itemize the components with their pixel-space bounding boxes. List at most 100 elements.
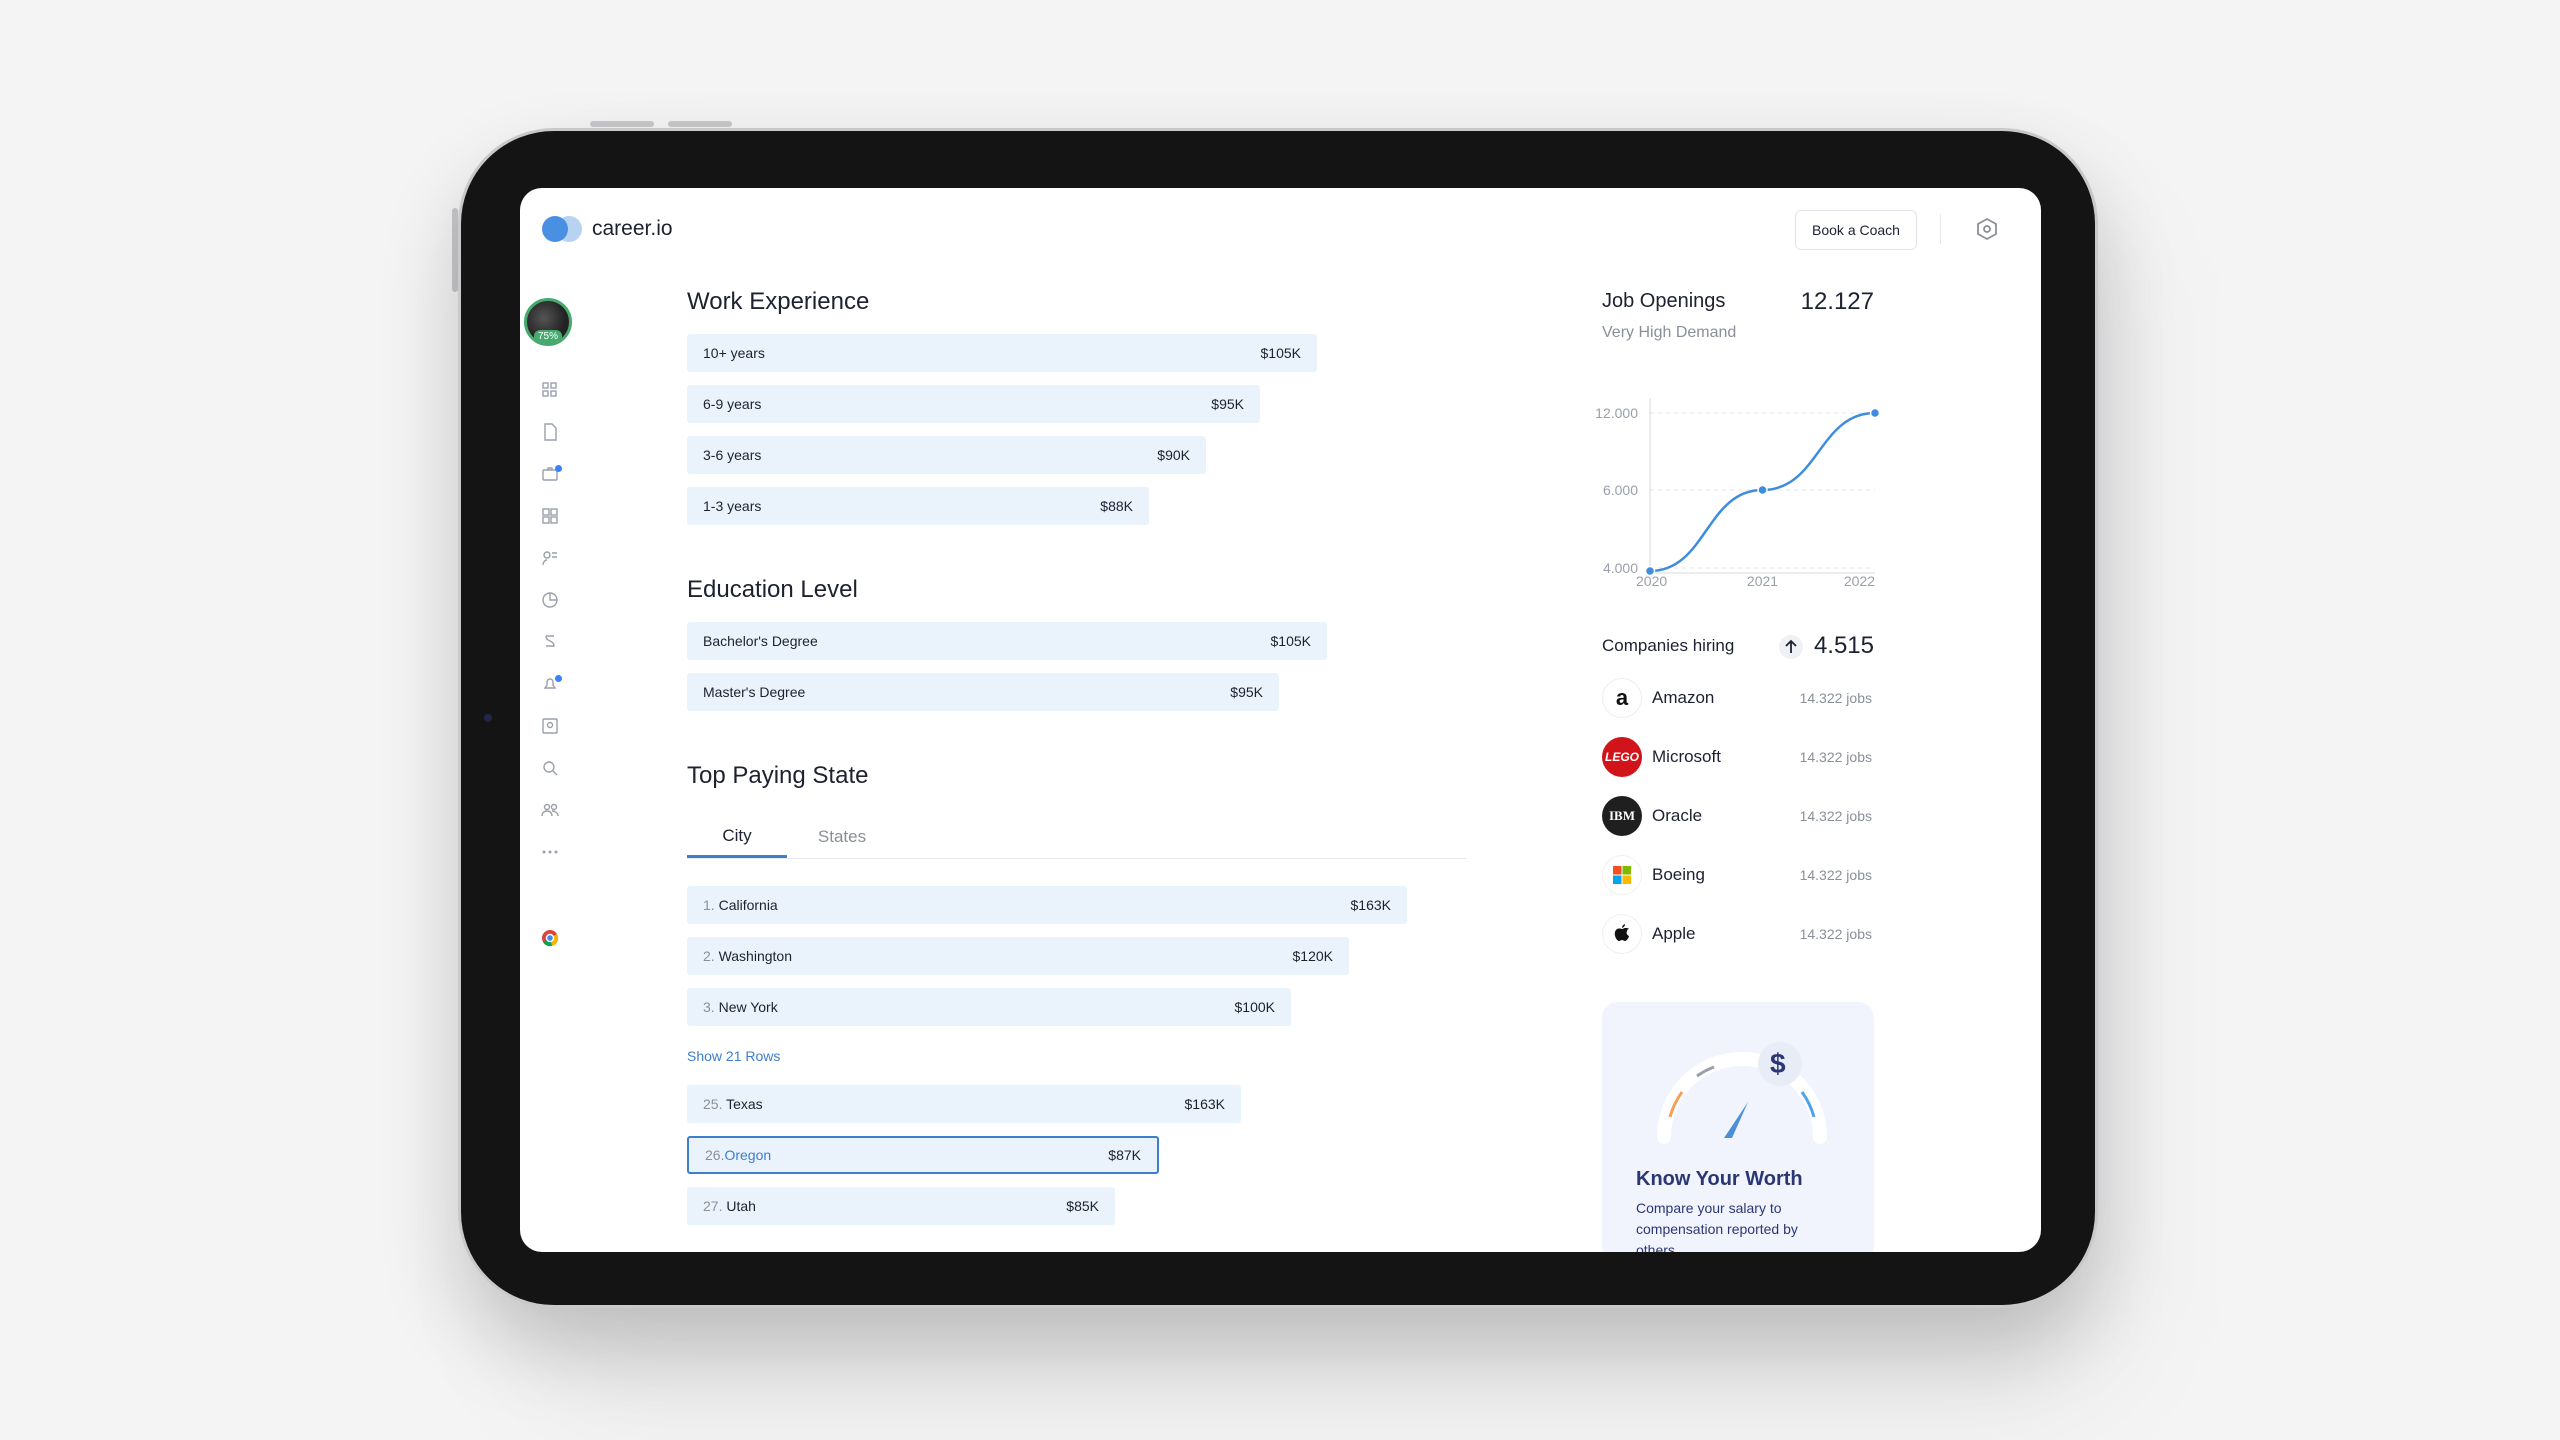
camera bbox=[484, 714, 492, 722]
row-label: 3-6 years bbox=[703, 447, 762, 463]
education-level-title: Education Level bbox=[687, 576, 858, 603]
education-row: Bachelor's Degree $105K bbox=[687, 622, 1327, 660]
document-icon[interactable] bbox=[540, 422, 560, 442]
company-row[interactable]: IBM Oracle 14.322 jobs bbox=[1602, 796, 1872, 836]
state-row[interactable]: 3. New York $100K bbox=[687, 988, 1291, 1026]
row-label: 6-9 years bbox=[703, 396, 762, 412]
worth-description: Compare your salary to compensation repo… bbox=[1636, 1200, 1798, 1252]
company-name: Apple bbox=[1652, 924, 1696, 943]
row-value: $95K bbox=[1230, 684, 1263, 700]
row-label: Bachelor's Degree bbox=[703, 633, 818, 649]
companies-hiring-title: Companies hiring bbox=[1602, 636, 1735, 655]
row-value: $88K bbox=[1100, 498, 1133, 514]
company-name: Microsoft bbox=[1652, 747, 1721, 766]
company-name: Oracle bbox=[1652, 806, 1703, 825]
experience-row: 10+ years $105K bbox=[687, 334, 1317, 372]
logo-text: career.io bbox=[592, 217, 673, 240]
row-label: Texas bbox=[726, 1096, 763, 1112]
top-paying-state-title: Top Paying State bbox=[687, 762, 869, 789]
row-label: 10+ years bbox=[703, 345, 765, 361]
tab-states[interactable]: States bbox=[817, 827, 867, 846]
row-rank: 2. bbox=[703, 948, 715, 964]
chart-y-tick-label: 6.000 bbox=[1603, 482, 1638, 498]
chrome-icon[interactable] bbox=[540, 928, 560, 948]
briefcase-icon[interactable] bbox=[540, 464, 560, 484]
grid-icon[interactable] bbox=[540, 506, 560, 526]
company-row[interactable]: Apple 14.322 jobs bbox=[1602, 914, 1872, 954]
know-your-worth-card[interactable]: $ Know Your Worth Compare your salary to… bbox=[1602, 1002, 1874, 1252]
row-value: $105K bbox=[1270, 633, 1311, 649]
experience-row: 1-3 years $88K bbox=[687, 487, 1149, 525]
search-icon[interactable] bbox=[540, 758, 560, 778]
work-experience-title: Work Experience bbox=[687, 288, 870, 315]
power-button bbox=[452, 208, 458, 292]
state-row[interactable]: 1. California $163K bbox=[687, 886, 1407, 924]
chart-pie-icon[interactable] bbox=[540, 590, 560, 610]
notifications-icon[interactable] bbox=[540, 674, 560, 694]
education-row: Master's Degree $95K bbox=[687, 673, 1279, 711]
company-jobs: 14.322 jobs bbox=[1799, 808, 1872, 824]
chart-x-tick-label: 2021 bbox=[1747, 573, 1778, 588]
row-rank: 25. bbox=[703, 1096, 723, 1112]
dollar-icon: $ bbox=[1770, 1048, 1786, 1079]
arrow-up-icon bbox=[1779, 635, 1803, 659]
coaching-icon[interactable] bbox=[540, 548, 560, 568]
show-rows-link[interactable]: Show 21 Rows bbox=[687, 1048, 781, 1064]
row-label: Master's Degree bbox=[703, 684, 806, 700]
logo-mark-icon bbox=[542, 216, 582, 242]
chart-data-point bbox=[1869, 407, 1881, 419]
state-row[interactable]: 27. Utah $85K bbox=[687, 1187, 1115, 1225]
chart-y-tick-label: 12.000 bbox=[1595, 405, 1638, 421]
more-icon[interactable] bbox=[540, 842, 560, 862]
row-value: $87K bbox=[1108, 1147, 1141, 1163]
salary-icon[interactable] bbox=[540, 632, 560, 652]
state-row[interactable]: 2. Washington $120K bbox=[687, 937, 1349, 975]
company-row[interactable]: LEGO Microsoft 14.322 jobs bbox=[1602, 737, 1872, 777]
tab-city[interactable]: City bbox=[687, 816, 787, 858]
job-openings-title: Job Openings bbox=[1602, 290, 1726, 312]
row-rank: 26. bbox=[705, 1147, 725, 1163]
dashboard-icon[interactable] bbox=[540, 380, 560, 400]
row-value: $120K bbox=[1292, 948, 1333, 964]
gauge-icon bbox=[1657, 1042, 1827, 1144]
chart-x-tick-label: 2022 bbox=[1844, 573, 1875, 588]
row-label: New York bbox=[718, 999, 778, 1015]
row-value: $105K bbox=[1260, 345, 1301, 361]
chart-x-tick-label: 2020 bbox=[1636, 573, 1667, 588]
book-coach-button[interactable]: Book a Coach bbox=[1795, 210, 1917, 250]
row-value: $100K bbox=[1234, 999, 1275, 1015]
chart-data-point bbox=[1757, 484, 1768, 496]
row-label: Utah bbox=[726, 1198, 756, 1214]
app-screen: career.io Book a Coach 75% Work Experien… bbox=[520, 188, 2041, 1252]
company-name: Boeing bbox=[1652, 865, 1705, 884]
row-label: 1-3 years bbox=[703, 498, 762, 514]
companies-hiring-count: 4.515 bbox=[1813, 632, 1874, 659]
row-label: Oregon bbox=[724, 1147, 772, 1163]
experience-row: 6-9 years $95K bbox=[687, 385, 1260, 423]
company-jobs: 14.322 jobs bbox=[1799, 690, 1872, 706]
state-row[interactable]: 25. Texas $163K bbox=[687, 1085, 1241, 1123]
job-openings-count: 12.127 bbox=[1800, 288, 1874, 315]
location-tabs: City States bbox=[687, 816, 1467, 859]
amazon-logo-icon: a bbox=[1602, 678, 1642, 718]
chart-y-tick-label: 4.000 bbox=[1603, 560, 1638, 576]
row-rank: 27. bbox=[703, 1198, 723, 1214]
company-jobs: 14.322 jobs bbox=[1799, 926, 1872, 942]
row-value: $163K bbox=[1184, 1096, 1225, 1112]
row-label: Washington bbox=[718, 948, 792, 964]
state-row-selected[interactable]: 26.Oregon $87K bbox=[687, 1136, 1159, 1174]
header-divider bbox=[1940, 214, 1941, 244]
company-row[interactable]: a Amazon 14.322 jobs bbox=[1602, 678, 1872, 718]
row-label: California bbox=[718, 897, 778, 913]
network-icon[interactable] bbox=[540, 800, 560, 820]
contacts-icon[interactable] bbox=[540, 716, 560, 736]
logo[interactable]: career.io bbox=[542, 216, 673, 242]
ibm-logo-icon: IBM bbox=[1602, 796, 1642, 836]
row-rank: 1. bbox=[703, 897, 715, 913]
company-row[interactable]: Boeing 14.322 jobs bbox=[1602, 855, 1872, 895]
worth-title: Know Your Worth bbox=[1636, 1168, 1803, 1190]
row-value: $95K bbox=[1211, 396, 1244, 412]
settings-icon[interactable] bbox=[1974, 216, 2000, 242]
company-name: Amazon bbox=[1652, 688, 1715, 707]
